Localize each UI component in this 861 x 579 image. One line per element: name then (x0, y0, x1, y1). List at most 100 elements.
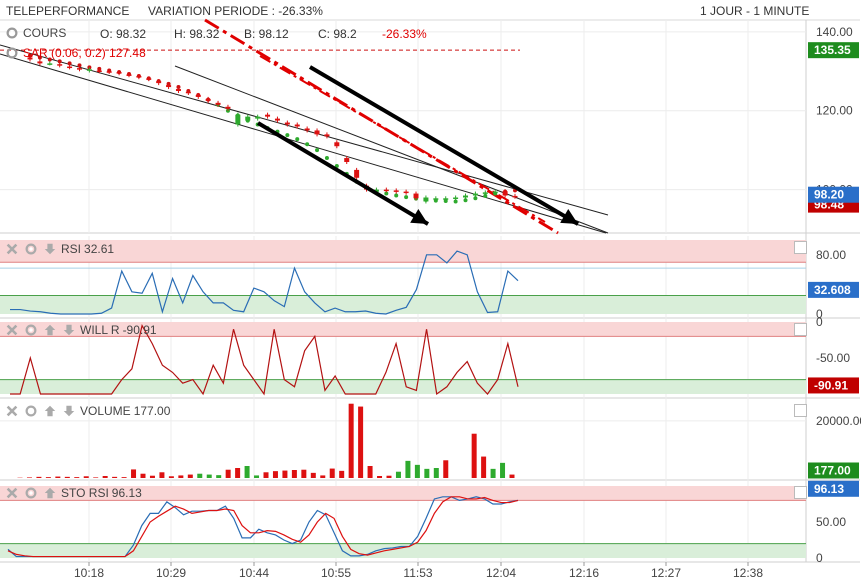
candle (47, 63, 53, 65)
candle (463, 195, 469, 198)
volume-bar (225, 469, 231, 478)
price-label: COURS (23, 26, 67, 40)
volume-bar (216, 475, 222, 478)
candle (136, 76, 142, 78)
sar-dot (404, 195, 409, 200)
arrow-down-icon[interactable] (61, 322, 77, 338)
arrow-up-icon[interactable] (42, 322, 58, 338)
volume-bar (348, 403, 354, 478)
volume-bar (310, 472, 316, 478)
low-value: B: 98.12 (244, 27, 289, 41)
sto-overbought-band (0, 486, 806, 501)
willr-badge: -90.91 (814, 378, 848, 392)
x-tick-label: 10:29 (156, 566, 186, 579)
rsi-badge-bg (808, 281, 859, 298)
settings-icon[interactable] (23, 322, 39, 338)
candle (512, 195, 518, 198)
sar-dot (295, 137, 300, 142)
settings-icon[interactable] (23, 485, 39, 501)
sar-dot (443, 199, 448, 204)
settings-icon[interactable] (23, 241, 39, 257)
volume-bar (93, 477, 99, 478)
arrow-down-icon[interactable] (42, 241, 58, 257)
candle (393, 190, 399, 192)
candle (502, 191, 508, 196)
candle (205, 98, 211, 101)
rsi-checkbox[interactable] (794, 241, 807, 254)
willr-badge-bg (808, 377, 859, 394)
candle (472, 193, 478, 196)
x-tick-label: 10:44 (239, 566, 269, 579)
willr-tick-label: 0 (816, 315, 823, 329)
sar-dot (67, 61, 72, 66)
settings-icon[interactable] (23, 403, 39, 419)
candle (156, 81, 162, 84)
volume-bar (395, 471, 401, 478)
period-selector[interactable]: 1 JOUR - 1 MINUTE (700, 4, 810, 18)
willr-tick-label: -50.00 (816, 351, 850, 365)
volume-bar (244, 466, 250, 478)
volume-bar (83, 476, 89, 478)
volume-bar (424, 468, 430, 478)
x-tick-label: 10:18 (74, 566, 104, 579)
close-icon[interactable] (4, 485, 20, 501)
volume-bar (121, 477, 127, 478)
sto-d-line (7, 496, 519, 558)
x-tick-label: 12:04 (486, 566, 516, 579)
volume-bar (500, 462, 506, 478)
volume-bar (64, 476, 70, 478)
close-icon[interactable] (4, 403, 20, 419)
settings-icon[interactable] (4, 25, 20, 41)
close-icon[interactable] (4, 322, 20, 338)
volume-bar (377, 476, 383, 478)
settings-icon[interactable] (4, 45, 20, 61)
x-tick-label: 12:16 (569, 566, 599, 579)
candle (294, 124, 300, 127)
volume-bar (168, 476, 174, 478)
sto-checkbox[interactable] (794, 486, 807, 499)
candle (284, 122, 290, 125)
arrow-up-icon[interactable] (42, 485, 58, 501)
sto-tick-label: 0 (816, 551, 823, 565)
volume-bar (405, 460, 411, 478)
sar-dot (77, 63, 82, 68)
volume-checkbox[interactable] (794, 404, 807, 417)
sar-dot (394, 193, 399, 198)
candle (106, 71, 112, 73)
rsi-label: RSI (61, 242, 82, 256)
volume-bar (509, 474, 515, 478)
trendline (0, 53, 607, 234)
rsi-header: RSI 32.61 (4, 240, 114, 258)
candle (443, 198, 449, 200)
candle (354, 169, 360, 178)
x-tick-label: 10:55 (321, 566, 351, 579)
arrow-up-icon[interactable] (42, 403, 58, 419)
volume-bar (178, 475, 184, 478)
sto-header: STO RSI 96.13 (4, 484, 142, 502)
sar-dot (305, 142, 310, 147)
trendline (0, 44, 609, 216)
candle (225, 106, 231, 109)
candle (116, 72, 122, 74)
change-value: -26.33% (382, 27, 427, 41)
volume-bar (140, 473, 146, 478)
symbol-title: TELEPERFORMANCE (6, 4, 130, 18)
willr-checkbox[interactable] (794, 323, 807, 336)
candle (175, 89, 181, 91)
candle (215, 102, 221, 105)
arrow-down-icon[interactable] (61, 403, 77, 419)
candle (324, 134, 330, 137)
volume-bar (272, 471, 278, 478)
volume-bar (36, 476, 42, 478)
volume-badge-bg (808, 462, 859, 479)
volume-bar (112, 476, 118, 478)
volume-bar (235, 468, 241, 478)
candle (245, 116, 251, 121)
volume-bar (481, 456, 487, 478)
close-icon[interactable] (4, 241, 20, 257)
candle (76, 68, 82, 70)
price-badge-bg (808, 186, 859, 203)
sar-dot (285, 133, 290, 138)
price-panel-header: COURS (4, 24, 66, 42)
sto-value: 96.13 (111, 486, 142, 500)
